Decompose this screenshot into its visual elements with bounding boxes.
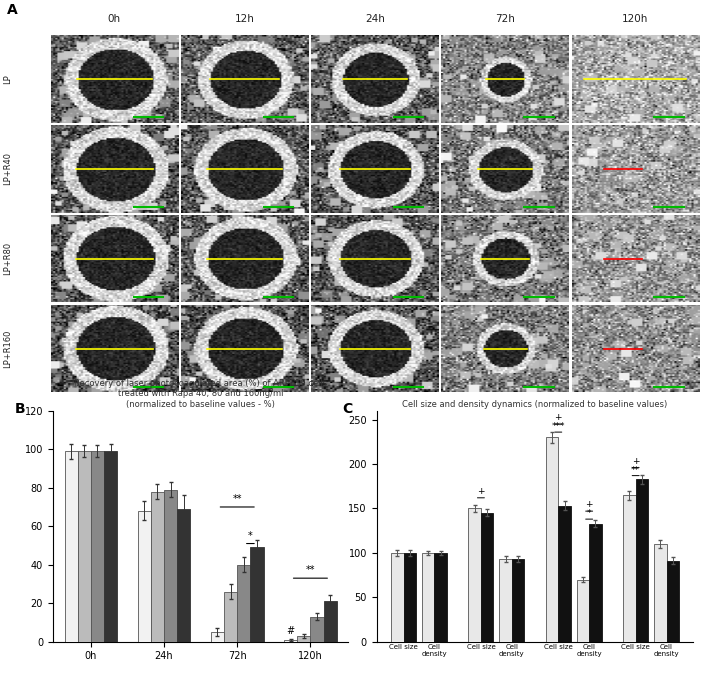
- Bar: [104, 452, 117, 642]
- Text: +: +: [555, 414, 562, 422]
- Bar: [499, 559, 512, 642]
- Text: 0h: 0h: [108, 14, 121, 24]
- Text: 24h: 24h: [365, 14, 385, 24]
- Bar: [481, 513, 494, 642]
- Legend: LP, LP+R(40ng/ml), LP+R(80ng/ml), LP+R(160ng/ml): LP, LP+R(40ng/ml), LP+R(80ng/ml), LP+R(1…: [120, 678, 282, 679]
- Bar: [284, 640, 297, 642]
- Text: LP: LP: [4, 74, 13, 84]
- Text: **: **: [232, 494, 242, 504]
- Bar: [546, 437, 558, 642]
- Bar: [164, 490, 177, 642]
- Bar: [324, 602, 337, 642]
- Bar: [138, 511, 151, 642]
- Bar: [65, 452, 77, 642]
- Text: +: +: [477, 487, 484, 496]
- Text: +: +: [586, 500, 593, 509]
- Text: **: **: [306, 566, 315, 575]
- Bar: [177, 509, 190, 642]
- Bar: [91, 452, 104, 642]
- Bar: [211, 632, 224, 642]
- Bar: [237, 565, 251, 642]
- Bar: [297, 636, 310, 642]
- Bar: [224, 591, 237, 642]
- Bar: [434, 553, 447, 642]
- Bar: [636, 479, 648, 642]
- Text: 120h: 120h: [622, 14, 648, 24]
- Text: ***: ***: [551, 422, 565, 431]
- Bar: [654, 544, 667, 642]
- Bar: [577, 579, 589, 642]
- Bar: [151, 492, 164, 642]
- Text: LP+R80: LP+R80: [4, 242, 13, 276]
- Text: A: A: [7, 3, 18, 18]
- Title: Cell size and density dynamics (normalized to baseline values): Cell size and density dynamics (normaliz…: [403, 400, 667, 409]
- Text: 12h: 12h: [234, 14, 255, 24]
- Bar: [403, 553, 416, 642]
- Bar: [623, 495, 636, 642]
- Text: *: *: [248, 531, 253, 540]
- Bar: [667, 561, 679, 642]
- Text: +: +: [632, 457, 639, 466]
- Text: **: **: [631, 466, 640, 475]
- Bar: [422, 553, 434, 642]
- Bar: [512, 559, 524, 642]
- Bar: [558, 506, 571, 642]
- Text: C: C: [342, 401, 352, 416]
- Text: LP+R40: LP+R40: [4, 152, 13, 185]
- Text: *: *: [587, 509, 591, 518]
- Bar: [251, 547, 263, 642]
- Text: 72h: 72h: [495, 14, 515, 24]
- Bar: [468, 509, 481, 642]
- Bar: [589, 524, 602, 642]
- Text: #: #: [287, 626, 295, 636]
- Bar: [77, 452, 91, 642]
- Bar: [391, 553, 403, 642]
- Text: B: B: [14, 401, 25, 416]
- Bar: [310, 617, 324, 642]
- Text: LP+R160: LP+R160: [4, 329, 13, 368]
- Title: Recovery of laser photocoagulated area (%) of ARPE19 cells
treated with Rapa 40,: Recovery of laser photocoagulated area (…: [74, 379, 327, 409]
